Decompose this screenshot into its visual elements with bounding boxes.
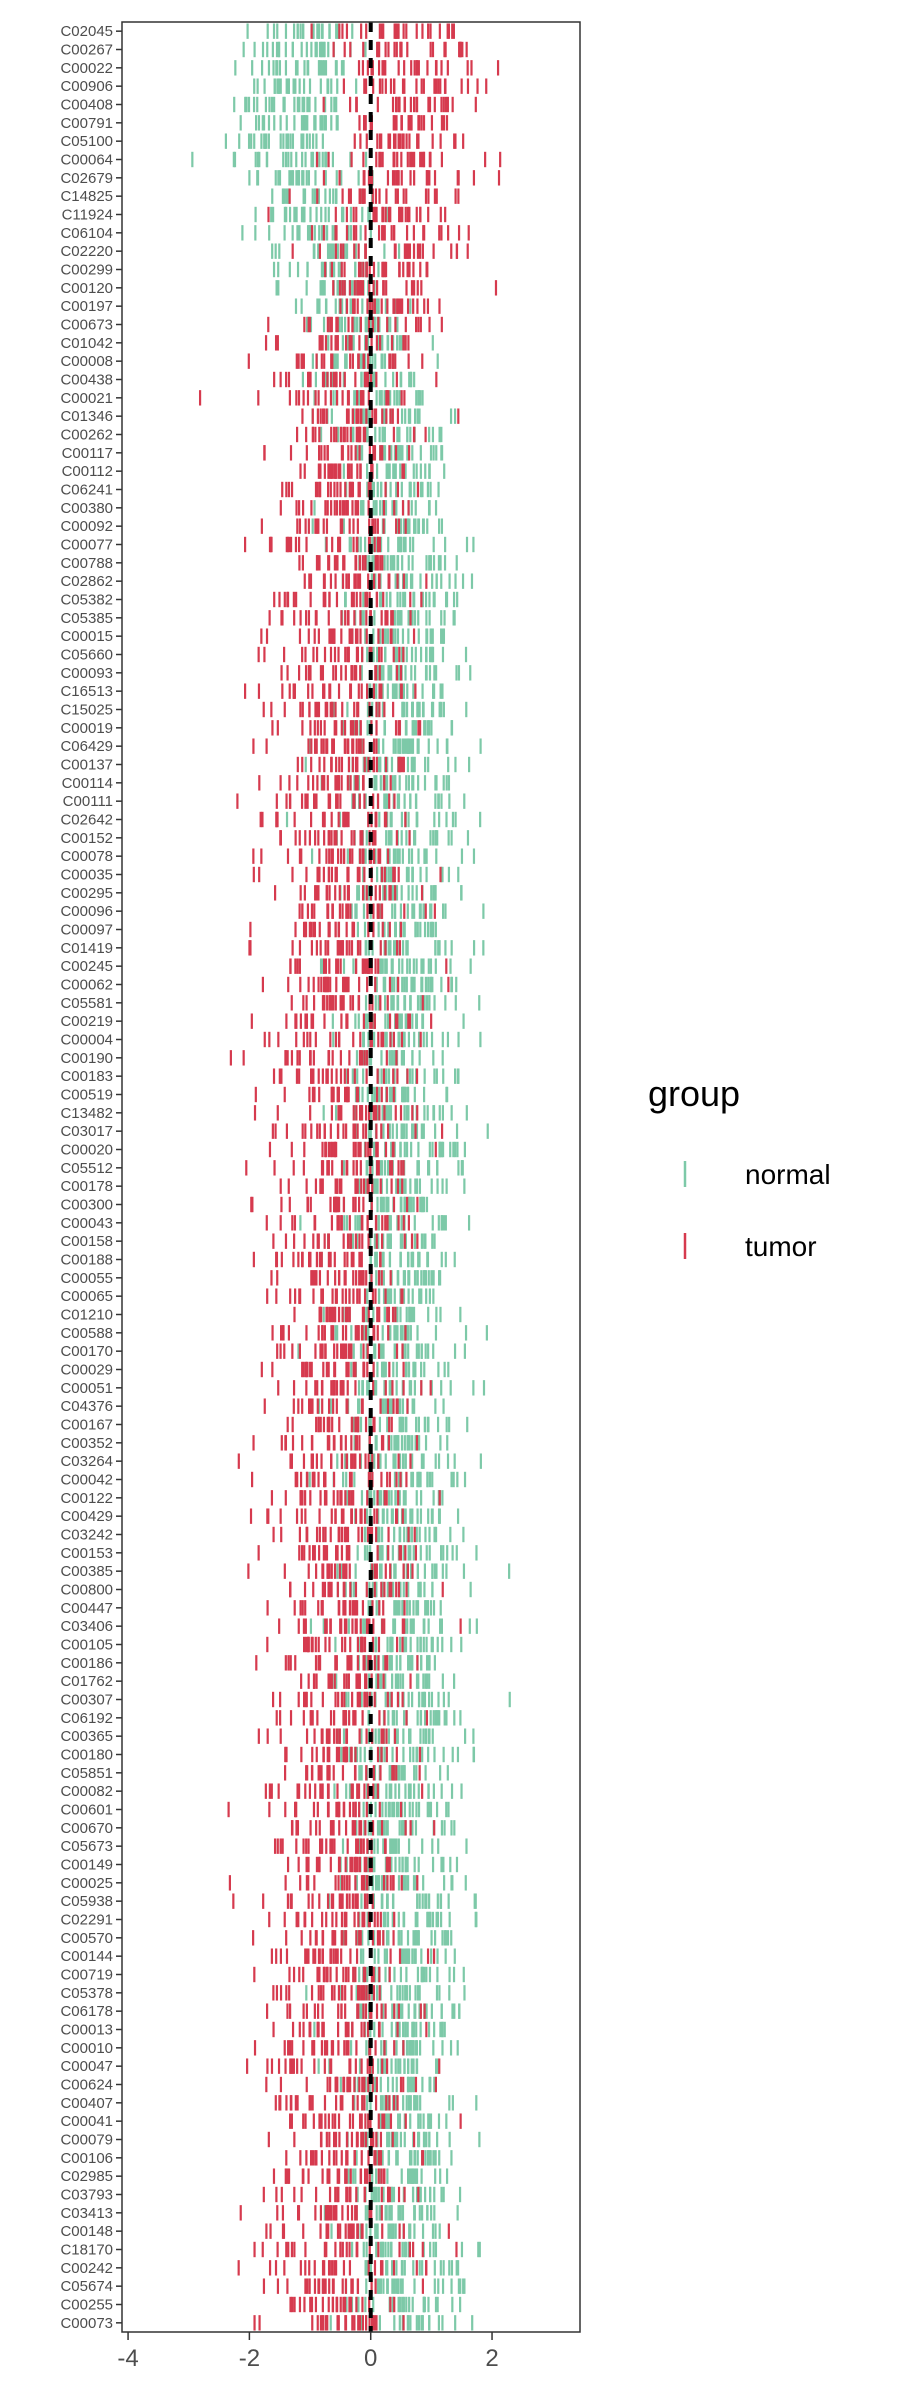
data-marks bbox=[191, 23, 511, 2331]
